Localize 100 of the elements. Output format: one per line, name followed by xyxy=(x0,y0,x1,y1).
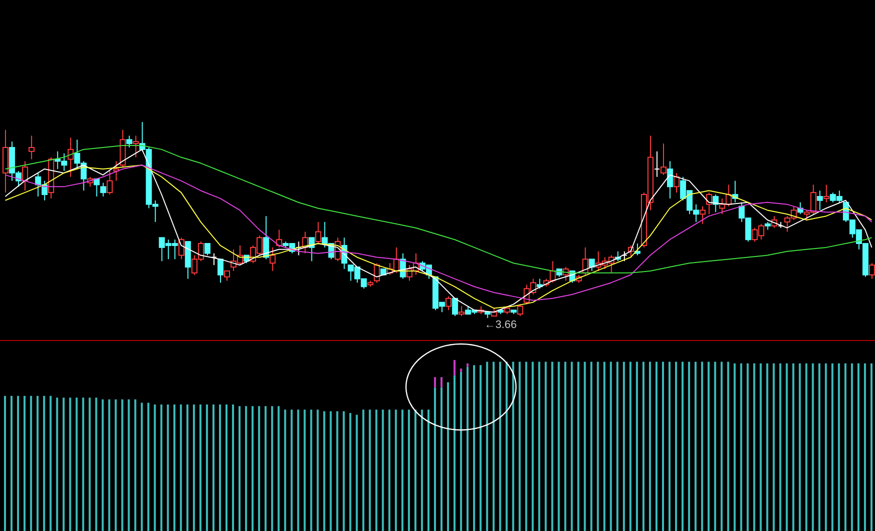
bar xyxy=(636,362,638,531)
candlestick xyxy=(28,135,35,160)
bar xyxy=(375,410,378,531)
bar xyxy=(518,362,521,531)
bar xyxy=(616,362,618,531)
bar xyxy=(668,362,671,531)
bar xyxy=(349,413,352,531)
bar xyxy=(271,406,274,531)
bar xyxy=(454,360,456,376)
bar xyxy=(192,404,195,531)
bar xyxy=(95,398,98,531)
bar xyxy=(506,362,508,531)
bar xyxy=(460,372,462,531)
bar xyxy=(427,410,430,531)
bar xyxy=(610,362,612,531)
bar xyxy=(238,406,241,531)
bar xyxy=(394,410,397,531)
bar xyxy=(434,387,436,531)
bar xyxy=(102,399,104,531)
bar xyxy=(447,382,450,531)
bar xyxy=(662,362,664,531)
bar xyxy=(473,365,476,531)
bar xyxy=(434,377,436,388)
bar xyxy=(454,375,456,531)
bar xyxy=(245,406,248,531)
bar xyxy=(76,398,78,531)
bar xyxy=(480,365,482,531)
bar xyxy=(486,362,488,531)
bar xyxy=(779,363,782,531)
bar xyxy=(766,363,768,531)
bar xyxy=(708,362,710,531)
bar xyxy=(798,363,801,531)
bar xyxy=(420,410,423,531)
bar xyxy=(558,362,560,531)
bar xyxy=(466,363,469,367)
bar xyxy=(24,396,26,531)
bar xyxy=(36,396,39,531)
bar xyxy=(688,362,690,531)
bar xyxy=(466,366,469,531)
bar xyxy=(740,363,742,531)
bar xyxy=(544,362,547,531)
bar xyxy=(499,362,502,531)
bar xyxy=(805,363,808,531)
bar xyxy=(43,396,46,531)
bar xyxy=(824,363,827,531)
bar xyxy=(492,362,495,531)
bar xyxy=(512,362,514,531)
bar xyxy=(252,406,254,531)
bar xyxy=(199,404,202,531)
bar xyxy=(538,362,540,531)
bar xyxy=(121,399,124,531)
bar xyxy=(362,410,364,531)
bar xyxy=(564,362,566,531)
bar xyxy=(590,362,592,531)
bar xyxy=(88,398,91,531)
bar xyxy=(323,411,326,531)
bar xyxy=(772,363,775,531)
candlestick xyxy=(2,129,8,194)
bar xyxy=(753,363,756,531)
bar xyxy=(844,363,846,531)
bar xyxy=(50,396,52,531)
bar xyxy=(401,410,404,531)
bar xyxy=(342,411,345,531)
bar xyxy=(838,363,840,531)
bar xyxy=(264,406,267,531)
bar xyxy=(56,398,58,531)
bar xyxy=(642,362,644,531)
bar xyxy=(304,410,306,531)
bar xyxy=(368,410,371,531)
bar xyxy=(870,363,872,531)
bar xyxy=(596,362,599,531)
bar xyxy=(584,362,586,531)
bar xyxy=(297,410,300,531)
bar xyxy=(831,363,834,531)
bar xyxy=(440,377,442,388)
bar xyxy=(603,362,606,531)
bar xyxy=(857,363,860,531)
bar xyxy=(551,362,554,531)
bar xyxy=(734,363,736,531)
bar xyxy=(310,410,312,531)
bar xyxy=(226,404,228,531)
bar xyxy=(864,363,866,531)
bar xyxy=(720,362,723,531)
bar xyxy=(622,362,625,531)
bar xyxy=(336,411,338,531)
bar xyxy=(160,404,162,531)
bar xyxy=(701,362,704,531)
bar xyxy=(629,362,632,531)
bar xyxy=(212,404,214,531)
bar xyxy=(330,411,332,531)
bar xyxy=(746,363,749,531)
bar xyxy=(460,368,462,372)
bar xyxy=(727,362,730,531)
bar xyxy=(570,362,573,531)
bar xyxy=(760,363,762,531)
bar xyxy=(356,414,358,531)
bar xyxy=(278,406,280,531)
candlestick xyxy=(132,135,139,158)
bar xyxy=(10,396,13,531)
bar xyxy=(17,396,20,531)
